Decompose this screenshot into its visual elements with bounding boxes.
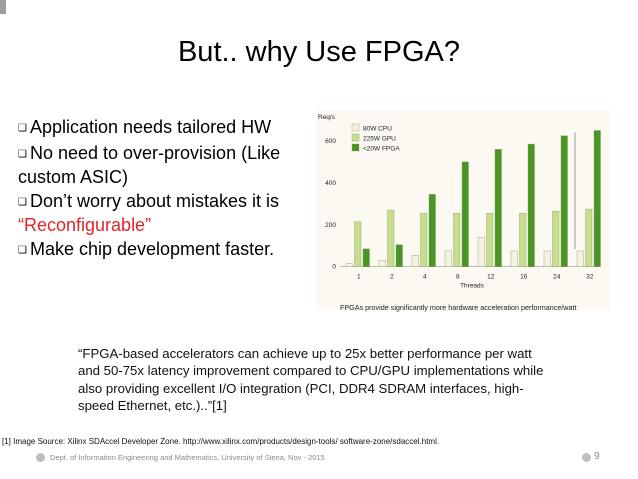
image-source-note: [1] Image Source: Xilinx SDAccel Develop… bbox=[2, 437, 440, 446]
bar-80wcpu bbox=[576, 250, 584, 267]
footer-text: Dept. of Information Engineering and Mat… bbox=[50, 453, 325, 462]
bar-80wcpu bbox=[411, 254, 419, 267]
bar-225wgpu bbox=[585, 208, 593, 267]
y-tick-label: 600 bbox=[325, 138, 336, 145]
bullet-text: Application needs tailored HW bbox=[29, 117, 272, 137]
legend-swatch bbox=[351, 143, 360, 152]
bar-20wfpga bbox=[362, 248, 370, 267]
bar-20wfpga bbox=[428, 194, 436, 267]
x-axis-label: Threads bbox=[460, 283, 485, 290]
bar-225wgpu bbox=[453, 213, 461, 267]
bar-20wfpga bbox=[593, 130, 601, 267]
bullet-item: ❑ Don’t worry about mistakes it is “Recon… bbox=[18, 190, 298, 237]
checkbox-bullet-icon: ❑ bbox=[18, 148, 27, 160]
bar-20wfpga bbox=[461, 161, 469, 267]
legend-swatch bbox=[351, 123, 360, 132]
bar-80wcpu bbox=[378, 260, 386, 267]
bar-225wgpu bbox=[420, 213, 428, 267]
y-tick-label: 400 bbox=[325, 180, 336, 187]
fpga-quote: “FPGA-based accelerators can achieve up … bbox=[78, 346, 544, 413]
y-tick-label: 0 bbox=[332, 264, 336, 271]
bar-225wgpu bbox=[354, 221, 362, 267]
bullet-item: ❑ No need to over-provision (Like custom … bbox=[18, 142, 298, 189]
page-number: 9 bbox=[594, 451, 600, 462]
bullet-text: No need to over-provision (Like custom A… bbox=[18, 142, 281, 188]
bullet-item: ❑ Application needs tailored HW bbox=[18, 116, 298, 141]
x-tick-label: 2 bbox=[390, 274, 394, 281]
x-tick-label: 12 bbox=[487, 274, 495, 281]
x-tick-label: 16 bbox=[520, 274, 528, 281]
slide-title: But.. why Use FPGA? bbox=[177, 36, 461, 68]
x-tick-label: 24 bbox=[553, 274, 561, 281]
x-tick-label: 1 bbox=[357, 274, 361, 281]
reconfigurable-highlight: “Reconfigurable” bbox=[18, 215, 152, 235]
bar-225wgpu bbox=[552, 210, 560, 267]
checkbox-bullet-icon: ❑ bbox=[18, 244, 27, 256]
bar-80wcpu bbox=[444, 250, 452, 267]
bullet-list: ❑ Application needs tailored HW ❑ No need … bbox=[18, 116, 298, 263]
bar-80wcpu bbox=[345, 263, 353, 267]
bar-80wcpu bbox=[543, 250, 551, 267]
bullet-item: ❑ Make chip development faster. bbox=[18, 238, 298, 263]
bullet-text: Don’t worry about mistakes it is bbox=[29, 190, 280, 211]
page-dot-icon bbox=[582, 453, 591, 462]
x-tick-label: 32 bbox=[586, 274, 594, 281]
bar-80wcpu bbox=[477, 237, 485, 267]
chart-caption: FPGAs provide significantly more hardwar… bbox=[340, 303, 577, 312]
bar-20wfpga bbox=[494, 149, 502, 267]
legend-label: 225W GPU bbox=[363, 136, 396, 143]
corner-accent bbox=[0, 0, 6, 14]
legend-label: 80W CPU bbox=[363, 126, 392, 133]
bar-225wgpu bbox=[387, 209, 395, 267]
bar-80wcpu bbox=[510, 250, 518, 267]
bar-20wfpga bbox=[395, 244, 403, 267]
x-tick-label: 4 bbox=[423, 274, 427, 281]
bar-225wgpu bbox=[519, 213, 527, 267]
footer: Dept. of Information Engineering and Mat… bbox=[0, 449, 638, 467]
y-tick-label: 200 bbox=[325, 222, 336, 229]
performance-chart: Req/s 0 200 400 600 1 2 4 8 12 16 24 32 Threads 80W CP… bbox=[316, 110, 610, 310]
legend-label: <20W FPGA bbox=[363, 146, 400, 153]
bar-20wfpga bbox=[560, 135, 568, 267]
checkbox-bullet-icon: ❑ bbox=[18, 196, 27, 208]
checkbox-bullet-icon: ❑ bbox=[18, 123, 27, 134]
bullet-text: Make chip development faster. bbox=[29, 238, 275, 259]
footer-dot-icon bbox=[36, 453, 45, 462]
bar-225wgpu bbox=[486, 213, 494, 267]
bar-20wfpga bbox=[527, 143, 535, 267]
y-axis-label: Req/s bbox=[318, 114, 336, 121]
legend-swatch bbox=[351, 133, 360, 142]
x-tick-label: 8 bbox=[456, 274, 460, 281]
